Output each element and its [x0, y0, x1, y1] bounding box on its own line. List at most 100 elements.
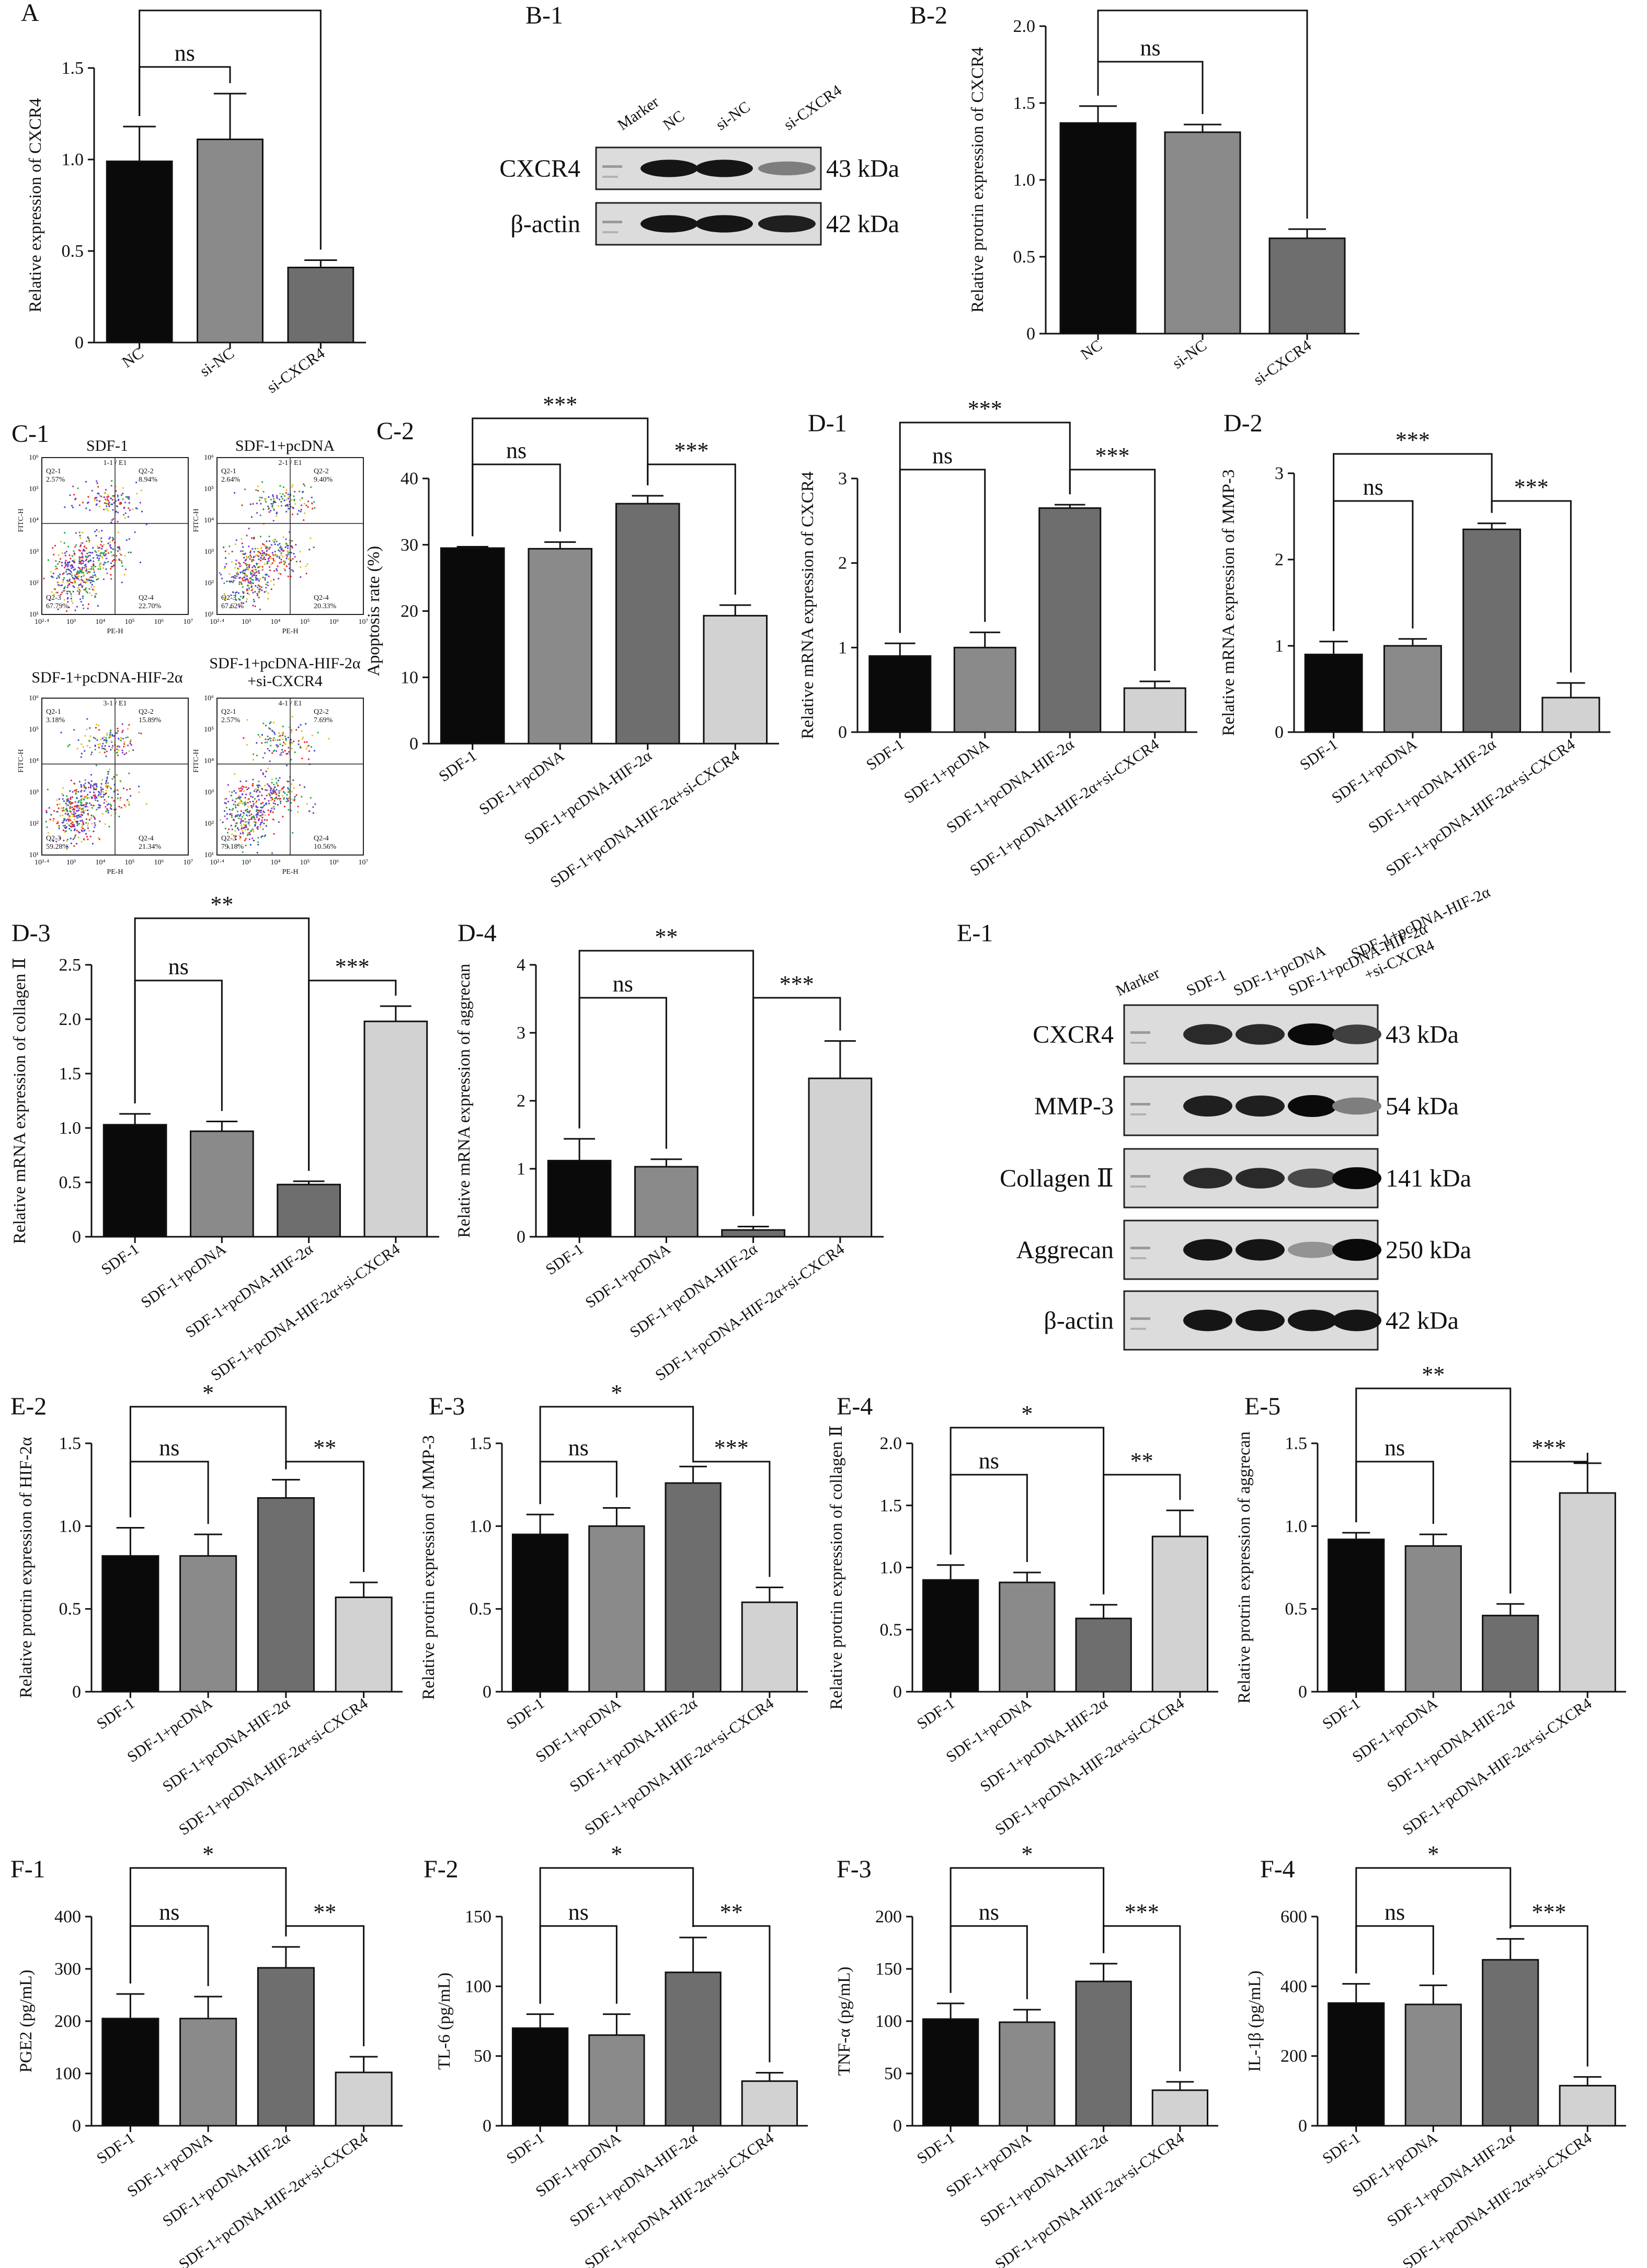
flow-event	[275, 750, 278, 752]
flow-event	[93, 794, 95, 796]
y-tick-label: 40	[401, 469, 418, 488]
flow-event	[277, 739, 279, 741]
flow-event	[268, 548, 270, 550]
y-tick-label: 10³	[29, 548, 39, 556]
x-tick-label: SDF-1	[863, 736, 907, 774]
flow-event	[100, 783, 102, 785]
flow-event	[116, 505, 118, 507]
flow-event	[82, 820, 84, 823]
flow-event	[136, 493, 138, 495]
flow-event	[87, 813, 89, 815]
y-tick-label: 3	[1275, 464, 1284, 483]
flow-event	[73, 811, 75, 813]
flow-event	[70, 815, 72, 817]
flow-event	[110, 740, 112, 743]
protein-band	[1288, 1309, 1337, 1331]
quadrant-percent: 20.33%	[314, 602, 337, 610]
flow-event	[76, 796, 78, 799]
flow-event	[84, 550, 86, 552]
flow-event	[108, 796, 110, 798]
flow-event	[276, 554, 278, 556]
flow-event	[262, 828, 264, 830]
flow-event	[287, 791, 290, 793]
flow-event	[98, 838, 100, 840]
flow-event	[65, 551, 67, 553]
flow-event	[311, 502, 313, 504]
flow-event	[238, 581, 241, 583]
flow-event	[231, 814, 233, 816]
flow-event	[67, 568, 69, 571]
flow-event	[138, 785, 140, 788]
flow-event	[109, 734, 111, 736]
flow-event	[279, 543, 281, 545]
flow-event	[253, 599, 255, 601]
flow-event	[258, 559, 260, 561]
flow-event	[83, 838, 85, 840]
flow-event	[92, 574, 94, 576]
flow-event	[261, 835, 264, 837]
flow-event	[305, 723, 307, 725]
flow-event	[274, 803, 277, 805]
flow-event	[60, 558, 62, 560]
flow-event	[79, 820, 82, 822]
flow-event	[294, 751, 296, 754]
flow-event	[291, 486, 293, 488]
flow-event	[280, 752, 282, 754]
flow-event	[278, 792, 280, 794]
flow-event	[100, 540, 102, 542]
flow-event	[253, 815, 255, 817]
bar	[1075, 1617, 1132, 1693]
flow-event	[108, 745, 110, 747]
flow-event	[308, 810, 311, 812]
flow-event	[247, 579, 249, 582]
flow-event	[278, 732, 280, 734]
flow-event	[112, 564, 115, 566]
flow-event	[86, 836, 88, 838]
flow-event	[296, 513, 299, 515]
flow-event	[226, 831, 228, 834]
flow-event	[88, 539, 90, 541]
flow-event	[45, 820, 47, 823]
flow-event	[253, 568, 255, 571]
flow-event	[258, 592, 260, 594]
significance-bracket	[692, 1456, 771, 1577]
flow-event	[285, 765, 288, 767]
flow-event	[82, 550, 84, 552]
flow-event	[263, 811, 265, 813]
flow-event	[274, 551, 276, 553]
flow-event	[291, 742, 293, 744]
flow-event	[90, 595, 93, 597]
flow-event	[274, 791, 277, 793]
flow-event	[128, 772, 130, 774]
flow-event	[72, 585, 74, 587]
flow-event	[260, 546, 262, 549]
flow-event	[43, 577, 45, 579]
flow-event	[69, 494, 71, 496]
flow-event	[288, 788, 290, 791]
flow-event	[253, 574, 255, 576]
flow-event	[288, 780, 290, 782]
flow-event	[263, 558, 265, 560]
flow-event	[273, 732, 276, 734]
significance-label: **	[210, 892, 233, 917]
flow-event	[259, 824, 261, 826]
flow-event	[120, 494, 122, 496]
flow-event	[290, 738, 292, 740]
x-tick-label: SDF-1	[94, 2129, 138, 2168]
flow-event	[258, 584, 260, 586]
flow-event	[66, 590, 68, 592]
flow-event	[278, 498, 281, 500]
flow-event	[233, 803, 235, 805]
flow-event	[104, 502, 106, 504]
x-tick-label: 10⁵	[125, 618, 135, 626]
flow-event	[64, 561, 66, 564]
flow-event	[106, 734, 108, 736]
molecular-weight: 42 kDa	[826, 210, 899, 238]
flow-event	[87, 537, 89, 539]
flow-event	[106, 801, 108, 803]
flow-event	[91, 489, 93, 492]
significance-label: ns	[159, 1899, 179, 1925]
